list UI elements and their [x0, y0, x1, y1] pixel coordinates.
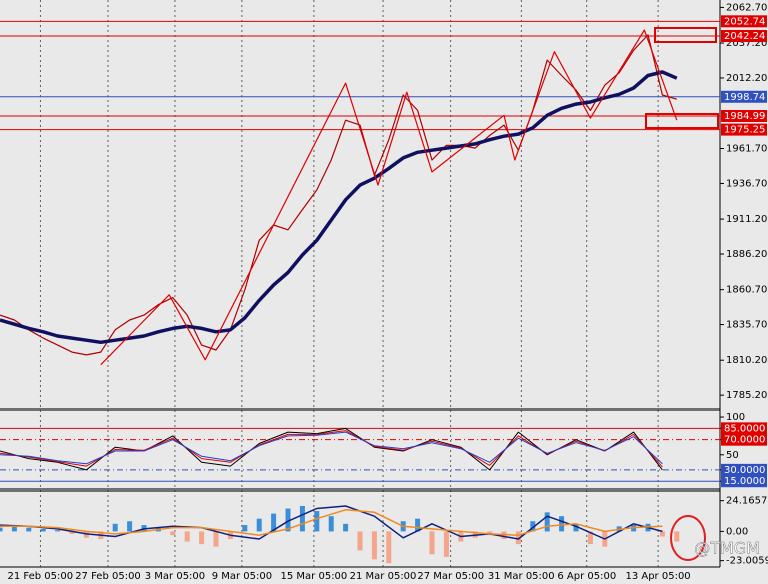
y-tick-label: 2062.70: [726, 2, 767, 13]
histogram-bar: [587, 531, 593, 545]
histogram-bar: [515, 531, 521, 545]
histogram-bar: [415, 518, 421, 532]
level-label: 1975.25: [724, 125, 765, 136]
histogram-bar: [559, 516, 565, 532]
histogram-bar: [40, 528, 46, 532]
histogram-bar: [328, 516, 334, 532]
histogram-bar: [659, 531, 665, 537]
x-tick-label: 27 Feb 05:00: [75, 571, 141, 582]
histogram-bar: [184, 531, 190, 542]
histogram-bar: [26, 527, 32, 532]
histogram-bar: [443, 531, 449, 557]
x-tick-label: 13 Apr 05:00: [625, 571, 690, 582]
histogram-bar: [170, 531, 176, 536]
histogram-bar: [386, 531, 392, 564]
y-tick-label: 1860.70: [726, 285, 767, 296]
histogram-bar: [357, 531, 363, 551]
level-label: 2042.24: [724, 31, 765, 42]
series-line: [100, 29, 678, 366]
level-label: 1984.99: [724, 111, 765, 122]
y-tick-label: 2012.20: [726, 73, 767, 84]
x-tick-label: 15 Mar 05:00: [281, 571, 348, 582]
histogram-bar: [314, 511, 320, 532]
y-tick-label: 15.0000: [724, 476, 765, 487]
y-tick-label: 100: [726, 412, 745, 423]
y-tick-label: -23.0059: [726, 556, 768, 567]
x-tick-label: 9 Mar 05:00: [212, 571, 272, 582]
level-label: 1998.74: [724, 92, 765, 103]
series-line: [0, 70, 678, 345]
level-label: 2052.74: [724, 16, 765, 27]
histogram-bar: [69, 531, 75, 534]
histogram-bar: [11, 526, 17, 532]
x-tick-label: 21 Feb 05:00: [8, 571, 74, 582]
x-tick-label: 27 Mar 05:00: [417, 571, 484, 582]
zone-box: [645, 113, 719, 129]
y-tick-label-bg: [721, 433, 767, 446]
panel-separator: [0, 488, 720, 492]
histogram-bar: [674, 531, 680, 542]
histogram-bar: [299, 505, 305, 532]
histogram-bar: [242, 525, 248, 532]
x-tick-label: 31 Mar 05:00: [488, 571, 555, 582]
zone-box: [654, 27, 717, 43]
level-label-bg: [721, 15, 767, 28]
y-tick-label: 1835.70: [726, 320, 767, 331]
y-tick-label: 1936.70: [726, 178, 767, 189]
y-tick-label: 1810.20: [726, 355, 767, 366]
histogram-bar: [343, 523, 349, 532]
x-tick-label: 6 Apr 05:00: [557, 571, 616, 582]
series-line: [0, 505, 663, 540]
histogram-bar: [256, 518, 262, 532]
histogram-bar: [285, 508, 291, 532]
histogram-bar: [573, 523, 579, 532]
histogram-bar: [127, 521, 133, 532]
series-line: [0, 431, 663, 465]
series-line: [0, 509, 663, 536]
histogram-bar: [112, 523, 118, 532]
level-label-bg: [721, 29, 767, 42]
y-tick-label: 1886.20: [726, 249, 767, 260]
y-tick-label: 1911.20: [726, 214, 767, 225]
y-tick-label: 0.00: [726, 526, 748, 537]
histogram-bar: [271, 513, 277, 532]
y-tick-label: 70.0000: [724, 435, 765, 446]
y-tick-label: 1961.70: [726, 144, 767, 155]
histogram-bar: [429, 531, 435, 555]
y-tick-label: 2037.20: [726, 38, 767, 49]
level-label-bg: [721, 90, 767, 103]
y-tick-label-bg: [721, 422, 767, 435]
level-label-bg: [721, 109, 767, 122]
x-tick-label: 3 Mar 05:00: [145, 571, 205, 582]
y-tick-label: 50: [726, 450, 739, 461]
y-tick-label: 30.0000: [724, 465, 765, 476]
panel-separator: [0, 408, 720, 411]
histogram-bar: [0, 527, 3, 532]
watermark: @TMGM: [694, 539, 760, 558]
highlight-circle: [670, 515, 706, 561]
series-line: [0, 34, 677, 356]
y-tick-label: 85.0000: [724, 423, 765, 434]
y-tick-label: 24.1657: [726, 496, 767, 507]
histogram-bar: [199, 531, 205, 545]
y-tick-label-bg: [721, 463, 767, 476]
histogram-bar: [371, 531, 377, 560]
histogram-bar: [55, 530, 61, 532]
histogram-bar: [544, 512, 550, 532]
histogram-bar: [530, 521, 536, 532]
level-label-bg: [721, 123, 767, 136]
x-tick-label: 21 Mar 05:00: [350, 571, 417, 582]
y-tick-label: 1785.20: [726, 390, 767, 401]
y-tick-label-bg: [721, 475, 767, 488]
histogram-bar: [213, 531, 219, 547]
